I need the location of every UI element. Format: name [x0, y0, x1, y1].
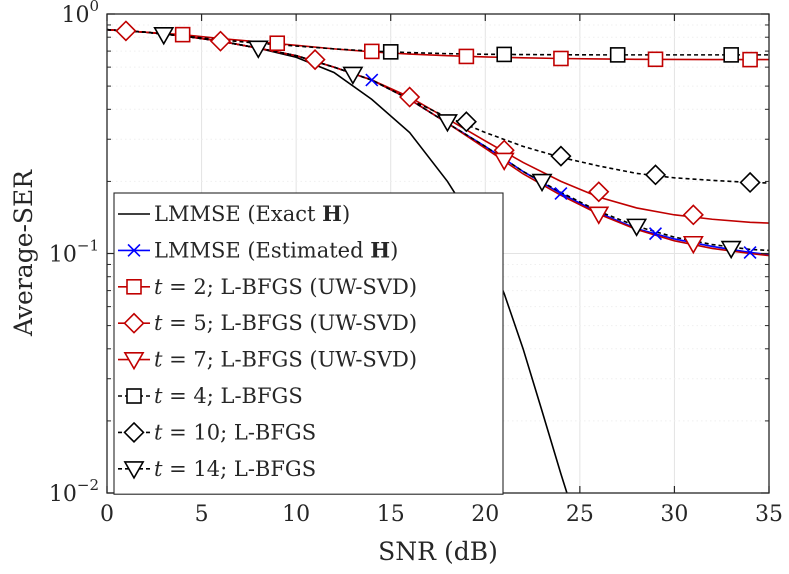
legend-label-8: t = 14; L-BFGS — [154, 457, 316, 481]
legend-label-1: LMMSE (Exact H) — [154, 201, 350, 226]
legend-marker-5 — [123, 351, 145, 371]
legend-marker-3 — [126, 278, 142, 295]
series-3-point — [174, 26, 191, 43]
legend-label-6: t = 4; L-BFGS — [154, 384, 303, 408]
series-3-point — [363, 43, 380, 60]
series-3-point — [458, 48, 475, 65]
series-4-point — [682, 204, 704, 226]
series-2-point — [365, 73, 379, 87]
y-tick-label: 10−1 — [49, 237, 99, 268]
x-tick-label: 25 — [566, 502, 594, 527]
legend: LMMSE (Exact H) LMMSE (Estimated H) t = 2;… — [113, 192, 504, 495]
series-4-point — [115, 20, 137, 42]
series-2-point — [554, 187, 568, 201]
series-8-point — [626, 218, 648, 237]
series-6-point — [496, 46, 513, 63]
axis-ticks: 0 5 10 15 20 25 30 35 100 10−1 10−2 — [49, 0, 783, 527]
legend-label-4: t = 5; L-BFGS (UW-SVD) — [154, 311, 417, 335]
legend-label-7: t = 10; L-BFGS — [154, 420, 316, 444]
series-7-point — [644, 164, 667, 186]
series-4-point — [399, 86, 421, 108]
series-5-point — [588, 206, 610, 225]
legend-marker-6 — [126, 388, 142, 404]
x-tick-label: 5 — [195, 502, 209, 527]
x-tick-label: 0 — [100, 502, 114, 527]
series-8-point — [531, 173, 553, 193]
series-4-point — [304, 49, 326, 71]
series-8-point — [342, 66, 364, 86]
legend-box — [113, 192, 504, 495]
series-8-point — [436, 114, 458, 133]
y-tick-label: 10−2 — [49, 476, 99, 507]
legend-marker-8 — [123, 461, 145, 480]
legend-marker-2 — [127, 243, 141, 257]
series-8-point — [247, 40, 269, 59]
series-6-point — [723, 47, 739, 63]
series-7-point — [739, 171, 761, 194]
legend-label-2: LMMSE (Estimated H) — [154, 237, 398, 262]
series-3-point — [553, 50, 569, 67]
series-5-point — [493, 152, 515, 172]
series-3-point — [742, 51, 758, 68]
series-7-point — [550, 145, 572, 167]
x-tick-label: 35 — [755, 502, 783, 527]
x-tick-label: 15 — [377, 502, 405, 527]
y-axis-label: Average-SER — [9, 169, 38, 337]
series-7-point — [455, 111, 477, 133]
series-4-point — [209, 30, 232, 52]
series-6-point — [609, 47, 626, 63]
y-tick-label: 100 — [61, 0, 99, 28]
legend-marker-7 — [123, 421, 145, 443]
series-8-point — [720, 240, 742, 260]
data-series — [107, 20, 769, 493]
x-tick-label: 30 — [660, 502, 688, 527]
series-8-point — [153, 27, 175, 46]
series-2-point — [743, 245, 757, 259]
series-5-point — [682, 235, 704, 255]
x-tick-label: 10 — [282, 502, 310, 527]
legend-marker-4 — [123, 312, 145, 334]
x-tick-label: 20 — [471, 502, 499, 527]
legend-label-5: t = 7; L-BFGS (UW-SVD) — [154, 348, 417, 372]
x-axis-label: SNR (dB) — [378, 537, 498, 566]
series-3-point — [269, 35, 286, 52]
legend-label-3: t = 2; L-BFGS (UW-SVD) — [154, 275, 417, 299]
series-2-point — [648, 227, 663, 241]
series-3-point — [647, 51, 664, 68]
series-6-point — [382, 44, 399, 60]
series-4-point — [588, 181, 610, 203]
